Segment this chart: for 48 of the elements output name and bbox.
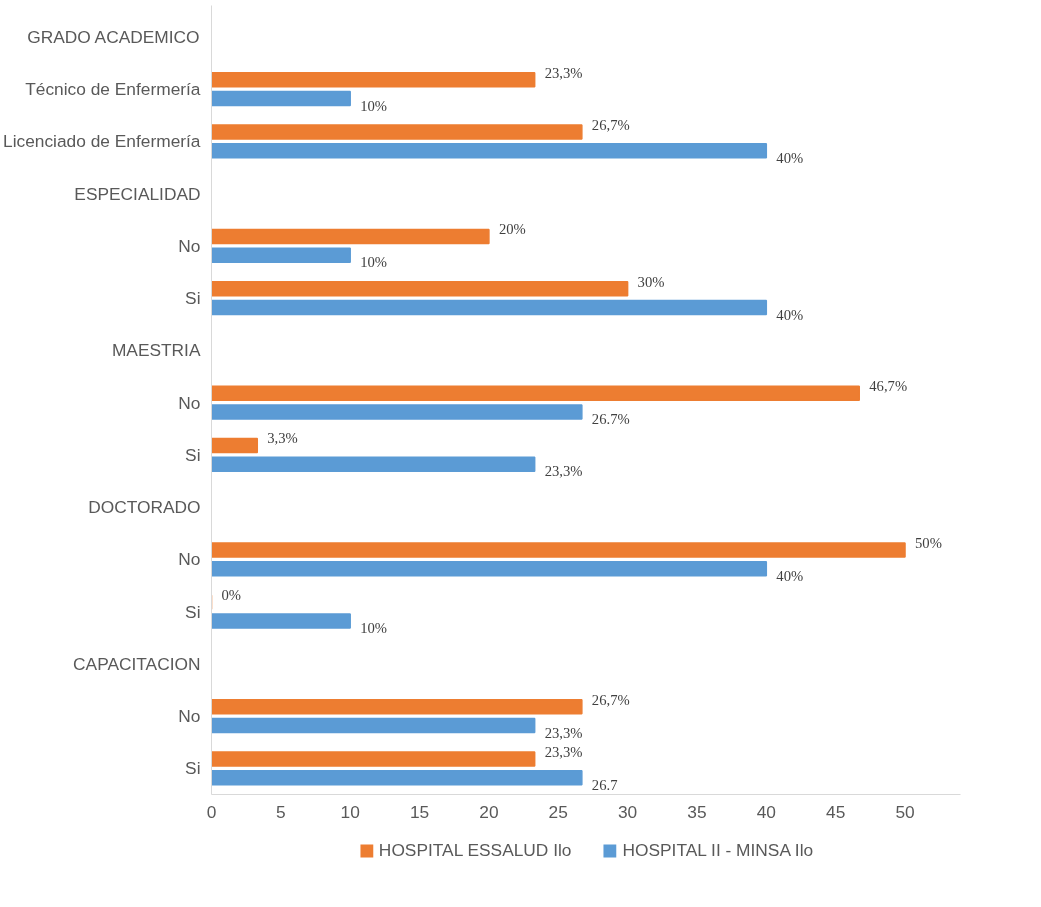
y-tick-label: GRADO ACADEMICO: [27, 26, 200, 47]
x-tick-label: 30: [617, 801, 638, 822]
y-tick-label: No: [178, 235, 201, 256]
legend-label: HOSPITAL II - MINSA Ilo: [622, 839, 814, 861]
data-label: 26.7: [591, 776, 618, 793]
y-tick-label: Si: [185, 601, 201, 622]
x-tick-label: 20: [479, 801, 499, 822]
x-tick-label: 10: [340, 801, 360, 822]
data-label: 10%: [360, 254, 388, 271]
y-tick-label: Si: [185, 758, 201, 779]
y-tick-label: Si: [185, 288, 201, 309]
y-tick-label: No: [178, 392, 201, 413]
data-label: 23,3%: [544, 463, 583, 480]
data-label: 40%: [776, 149, 804, 166]
x-tick-label: 0: [206, 801, 217, 822]
y-tick-label: MAESTRIA: [111, 340, 201, 361]
x-tick-label: 35: [687, 801, 707, 822]
data-label: 26,7%: [591, 691, 630, 708]
data-label: 20%: [498, 221, 526, 238]
y-tick-label: No: [178, 706, 201, 727]
legend-label: HOSPITAL ESSALUD Ilo: [378, 839, 572, 861]
data-label: 23,3%: [544, 64, 583, 81]
data-label: 26,7%: [591, 116, 630, 133]
data-label: 50%: [915, 534, 942, 551]
data-label: 23,3%: [544, 724, 583, 741]
y-tick-label: Licenciado de Enfermería: [3, 131, 201, 152]
x-tick-label: 5: [276, 801, 286, 822]
x-tick-label: 40: [756, 801, 776, 822]
x-tick-label: 50: [895, 801, 915, 822]
data-label: 23,3%: [544, 743, 583, 760]
data-label: 10%: [360, 97, 388, 114]
y-tick-label: CAPACITACION: [73, 653, 201, 674]
y-tick-label: Técnico de Enfermería: [25, 79, 201, 100]
data-label: 46,7%: [869, 378, 908, 395]
y-tick-label: ESPECIALIDAD: [74, 183, 201, 204]
x-tick-label: 15: [409, 801, 430, 822]
data-label: 26.7%: [591, 411, 630, 428]
y-tick-label: Si: [185, 444, 201, 465]
data-label: 3,3%: [267, 430, 298, 447]
x-tick-label: 45: [826, 801, 846, 822]
y-tick-label: DOCTORADO: [88, 497, 201, 518]
data-label: 0%: [221, 587, 242, 604]
x-tick-label: 25: [548, 801, 568, 822]
data-label: 40%: [776, 567, 804, 584]
data-label: 10%: [360, 620, 388, 637]
data-label: 40%: [776, 306, 804, 323]
y-tick-label: No: [178, 549, 201, 570]
data-label: 30%: [637, 273, 665, 290]
